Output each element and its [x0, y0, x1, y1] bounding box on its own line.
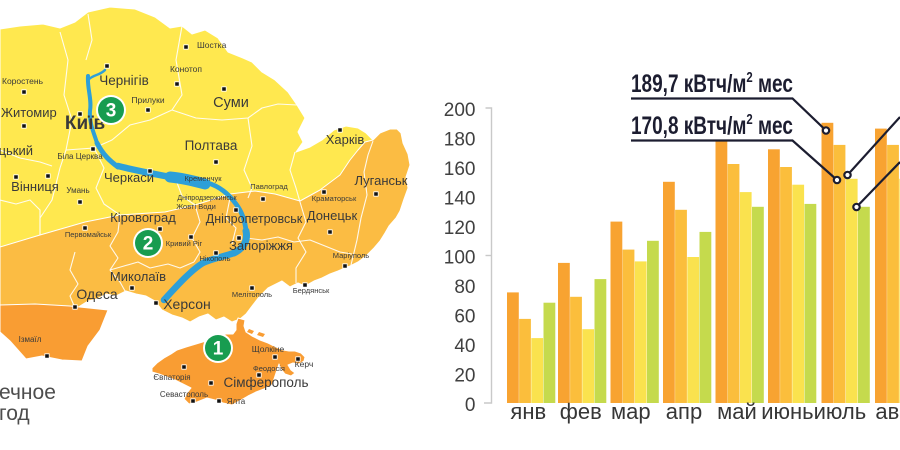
svg-text:80: 80 [454, 277, 475, 298]
svg-text:Житомир: Житомир [1, 105, 57, 120]
svg-text:цький: цький [0, 143, 33, 158]
svg-text:июнь: июнь [761, 399, 813, 424]
svg-text:Суми: Суми [213, 95, 249, 111]
svg-text:Одеса: Одеса [76, 286, 118, 302]
svg-text:160: 160 [444, 159, 476, 180]
svg-text:апр: апр [666, 399, 702, 424]
svg-text:120: 120 [444, 218, 476, 239]
svg-text:1: 1 [213, 339, 224, 360]
svg-text:Черкаси: Черкаси [104, 170, 154, 185]
svg-text:фев: фев [560, 399, 602, 424]
svg-text:Херсон: Херсон [163, 296, 211, 312]
svg-text:180: 180 [444, 130, 476, 151]
svg-text:ечное: ечное [0, 381, 56, 404]
svg-text:Полтава: Полтава [185, 138, 238, 153]
svg-text:170,8 кВтч/м2 мес: 170,8 кВтч/м2 мес [631, 110, 793, 139]
svg-text:Кременчук: Кременчук [184, 174, 222, 183]
svg-text:3: 3 [106, 101, 117, 122]
svg-text:авг: авг [875, 399, 900, 424]
svg-text:Донецьк: Донецьк [307, 208, 358, 223]
svg-text:Чернігів: Чернігів [99, 73, 149, 88]
svg-text:Бердянськ: Бердянськ [293, 286, 330, 295]
svg-text:Нікополь: Нікополь [200, 254, 231, 263]
svg-text:Маріуполь: Маріуполь [333, 251, 370, 260]
svg-text:40: 40 [454, 336, 475, 357]
svg-text:Кривий Ріг: Кривий Ріг [166, 239, 203, 248]
svg-text:Краматорськ: Краматорськ [312, 194, 357, 203]
svg-text:Керч: Керч [295, 359, 314, 369]
svg-text:Харків: Харків [326, 132, 365, 147]
svg-text:200: 200 [444, 100, 476, 121]
svg-text:Сімферополь: Сімферополь [223, 375, 308, 390]
svg-text:Коростень: Коростень [2, 76, 44, 86]
svg-text:Прилуки: Прилуки [131, 95, 165, 105]
svg-text:Київ: Київ [65, 113, 105, 134]
svg-text:20: 20 [454, 366, 475, 387]
svg-text:Ялта: Ялта [227, 397, 246, 406]
svg-text:Севастополь: Севастополь [160, 390, 208, 399]
svg-text:Кіровоград: Кіровоград [110, 210, 176, 225]
svg-text:Ізмаїл: Ізмаїл [19, 335, 42, 344]
svg-text:0: 0 [465, 395, 476, 416]
svg-text:Дніпропетровськ: Дніпропетровськ [206, 212, 303, 226]
svg-text:май: май [717, 399, 757, 424]
svg-text:мар: мар [611, 399, 651, 424]
svg-text:Феодосія: Феодосія [253, 364, 285, 373]
svg-text:140: 140 [444, 189, 476, 210]
svg-text:189,7 кВтч/м2 мес: 189,7 кВтч/м2 мес [631, 68, 793, 97]
svg-text:Шостка: Шостка [197, 40, 227, 50]
svg-text:60: 60 [454, 307, 475, 328]
svg-text:Щолкіне: Щолкіне [252, 344, 285, 354]
svg-text:Первомайськ: Первомайськ [65, 230, 112, 239]
svg-text:Луганськ: Луганськ [354, 173, 407, 188]
svg-text:Жовті Води: Жовті Води [176, 202, 216, 211]
svg-text:Євпаторія: Євпаторія [153, 373, 190, 382]
svg-text:100: 100 [444, 248, 476, 269]
svg-text:Конотоп: Конотоп [170, 64, 202, 74]
svg-text:2: 2 [143, 234, 154, 255]
svg-text:Мелітополь: Мелітополь [232, 290, 272, 299]
svg-text:янв: янв [510, 399, 546, 424]
svg-text:год: год [0, 402, 30, 425]
svg-text:Умань: Умань [66, 186, 89, 195]
svg-text:Вінниця: Вінниця [11, 179, 59, 194]
svg-text:Павлоград: Павлоград [250, 182, 288, 191]
svg-text:Миколаїв: Миколаїв [110, 269, 166, 284]
svg-text:июль: июль [814, 399, 867, 424]
svg-text:Біла Церква: Біла Церква [57, 152, 103, 161]
svg-text:Запоріжжя: Запоріжжя [229, 238, 293, 253]
svg-text:Дніпродзержинськ: Дніпродзержинськ [177, 194, 237, 202]
